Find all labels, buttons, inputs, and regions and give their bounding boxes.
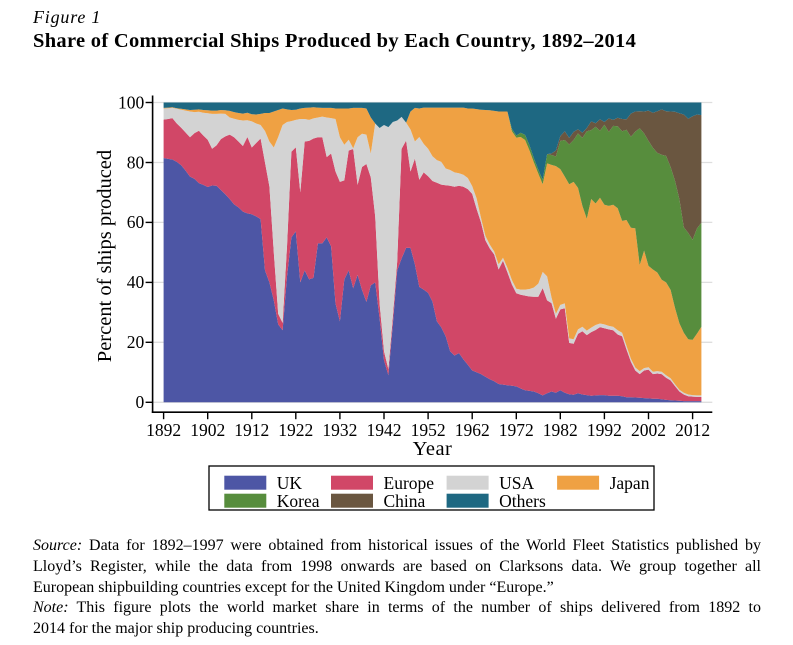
svg-text:1902: 1902: [190, 420, 225, 440]
svg-text:Percent of ships produced: Percent of ships produced: [94, 150, 116, 362]
svg-text:1932: 1932: [322, 420, 357, 440]
svg-text:UK: UK: [277, 473, 303, 493]
svg-text:1982: 1982: [543, 420, 578, 440]
svg-text:Korea: Korea: [277, 491, 320, 511]
svg-text:1922: 1922: [278, 420, 313, 440]
svg-text:2012: 2012: [675, 420, 710, 440]
svg-text:1972: 1972: [499, 420, 534, 440]
svg-text:40: 40: [127, 272, 145, 292]
svg-text:0: 0: [136, 392, 145, 412]
svg-text:Others: Others: [499, 491, 546, 511]
svg-text:1962: 1962: [455, 420, 490, 440]
svg-text:1912: 1912: [234, 420, 269, 440]
svg-text:1942: 1942: [367, 420, 402, 440]
svg-text:60: 60: [127, 212, 145, 232]
svg-text:80: 80: [127, 152, 145, 172]
svg-text:Europe: Europe: [384, 473, 435, 493]
svg-text:Japan: Japan: [610, 473, 650, 493]
svg-text:20: 20: [127, 332, 145, 352]
svg-text:1892: 1892: [146, 420, 181, 440]
svg-text:USA: USA: [499, 473, 534, 493]
svg-text:Year: Year: [413, 438, 453, 460]
svg-text:100: 100: [118, 92, 145, 112]
svg-text:1952: 1952: [411, 420, 446, 440]
svg-text:1992: 1992: [587, 420, 622, 440]
svg-text:2002: 2002: [631, 420, 666, 440]
svg-text:China: China: [384, 491, 426, 511]
